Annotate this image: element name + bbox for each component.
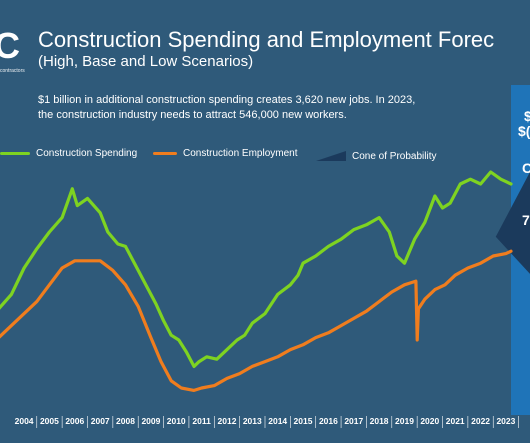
x-tick-label: 2013 bbox=[243, 416, 262, 426]
cone-legend-icon bbox=[316, 151, 346, 161]
chart-title: Construction Spending and Employment For… bbox=[38, 27, 495, 52]
legend-swatch-employment bbox=[153, 152, 177, 155]
legend-label-employment: Construction Employment bbox=[183, 148, 298, 159]
x-tick-label: 2021 bbox=[446, 416, 465, 426]
x-tick-label: 2023 bbox=[496, 416, 515, 426]
logo: C bbox=[0, 25, 20, 66]
x-tick-label: 2019 bbox=[395, 416, 414, 426]
x-tick-label: 2010 bbox=[167, 416, 186, 426]
forecast-label-3: C bbox=[522, 160, 530, 176]
x-tick-label: 2004 bbox=[15, 416, 34, 426]
series-line-employment bbox=[0, 249, 513, 392]
forecast-label-4: 7 bbox=[522, 212, 530, 228]
x-tick-label: 2008 bbox=[116, 416, 135, 426]
logo-subtext: contractors bbox=[0, 68, 25, 74]
legend-item-spending: Construction Spending bbox=[0, 148, 137, 159]
x-tick-label: 2014 bbox=[268, 416, 287, 426]
chart-subtitle: (High, Base and Low Scenarios) bbox=[38, 53, 254, 70]
x-tick-label: 2020 bbox=[420, 416, 439, 426]
forecast-label-2: $( bbox=[518, 123, 530, 139]
x-tick-label: 2007 bbox=[91, 416, 110, 426]
x-tick-label: 2015 bbox=[294, 416, 313, 426]
x-tick-label: 2009 bbox=[141, 416, 160, 426]
x-tick-label: 2012 bbox=[218, 416, 237, 426]
x-tick-label: 2006 bbox=[65, 416, 84, 426]
legend-swatch-spending bbox=[0, 152, 30, 155]
forecast-label-1: $ bbox=[524, 108, 530, 124]
x-tick-label: 2016 bbox=[319, 416, 338, 426]
legend-item-cone: Cone of Probability bbox=[316, 148, 437, 164]
x-tick-label: 2017 bbox=[344, 416, 363, 426]
legend-label-cone: Cone of Probability bbox=[352, 150, 437, 162]
cone-of-probability bbox=[495, 172, 530, 274]
chart-note: $1 billion in additional construction sp… bbox=[38, 94, 416, 121]
x-tick-label: 2022 bbox=[471, 416, 490, 426]
legend-label-spending: Construction Spending bbox=[36, 148, 138, 159]
x-tick-label: 2018 bbox=[370, 416, 389, 426]
legend-item-employment: Construction Employment bbox=[153, 148, 298, 159]
x-tick-label: 2005 bbox=[40, 416, 59, 426]
series-line-spending bbox=[0, 170, 513, 368]
x-tick-label: 2011 bbox=[192, 416, 211, 426]
